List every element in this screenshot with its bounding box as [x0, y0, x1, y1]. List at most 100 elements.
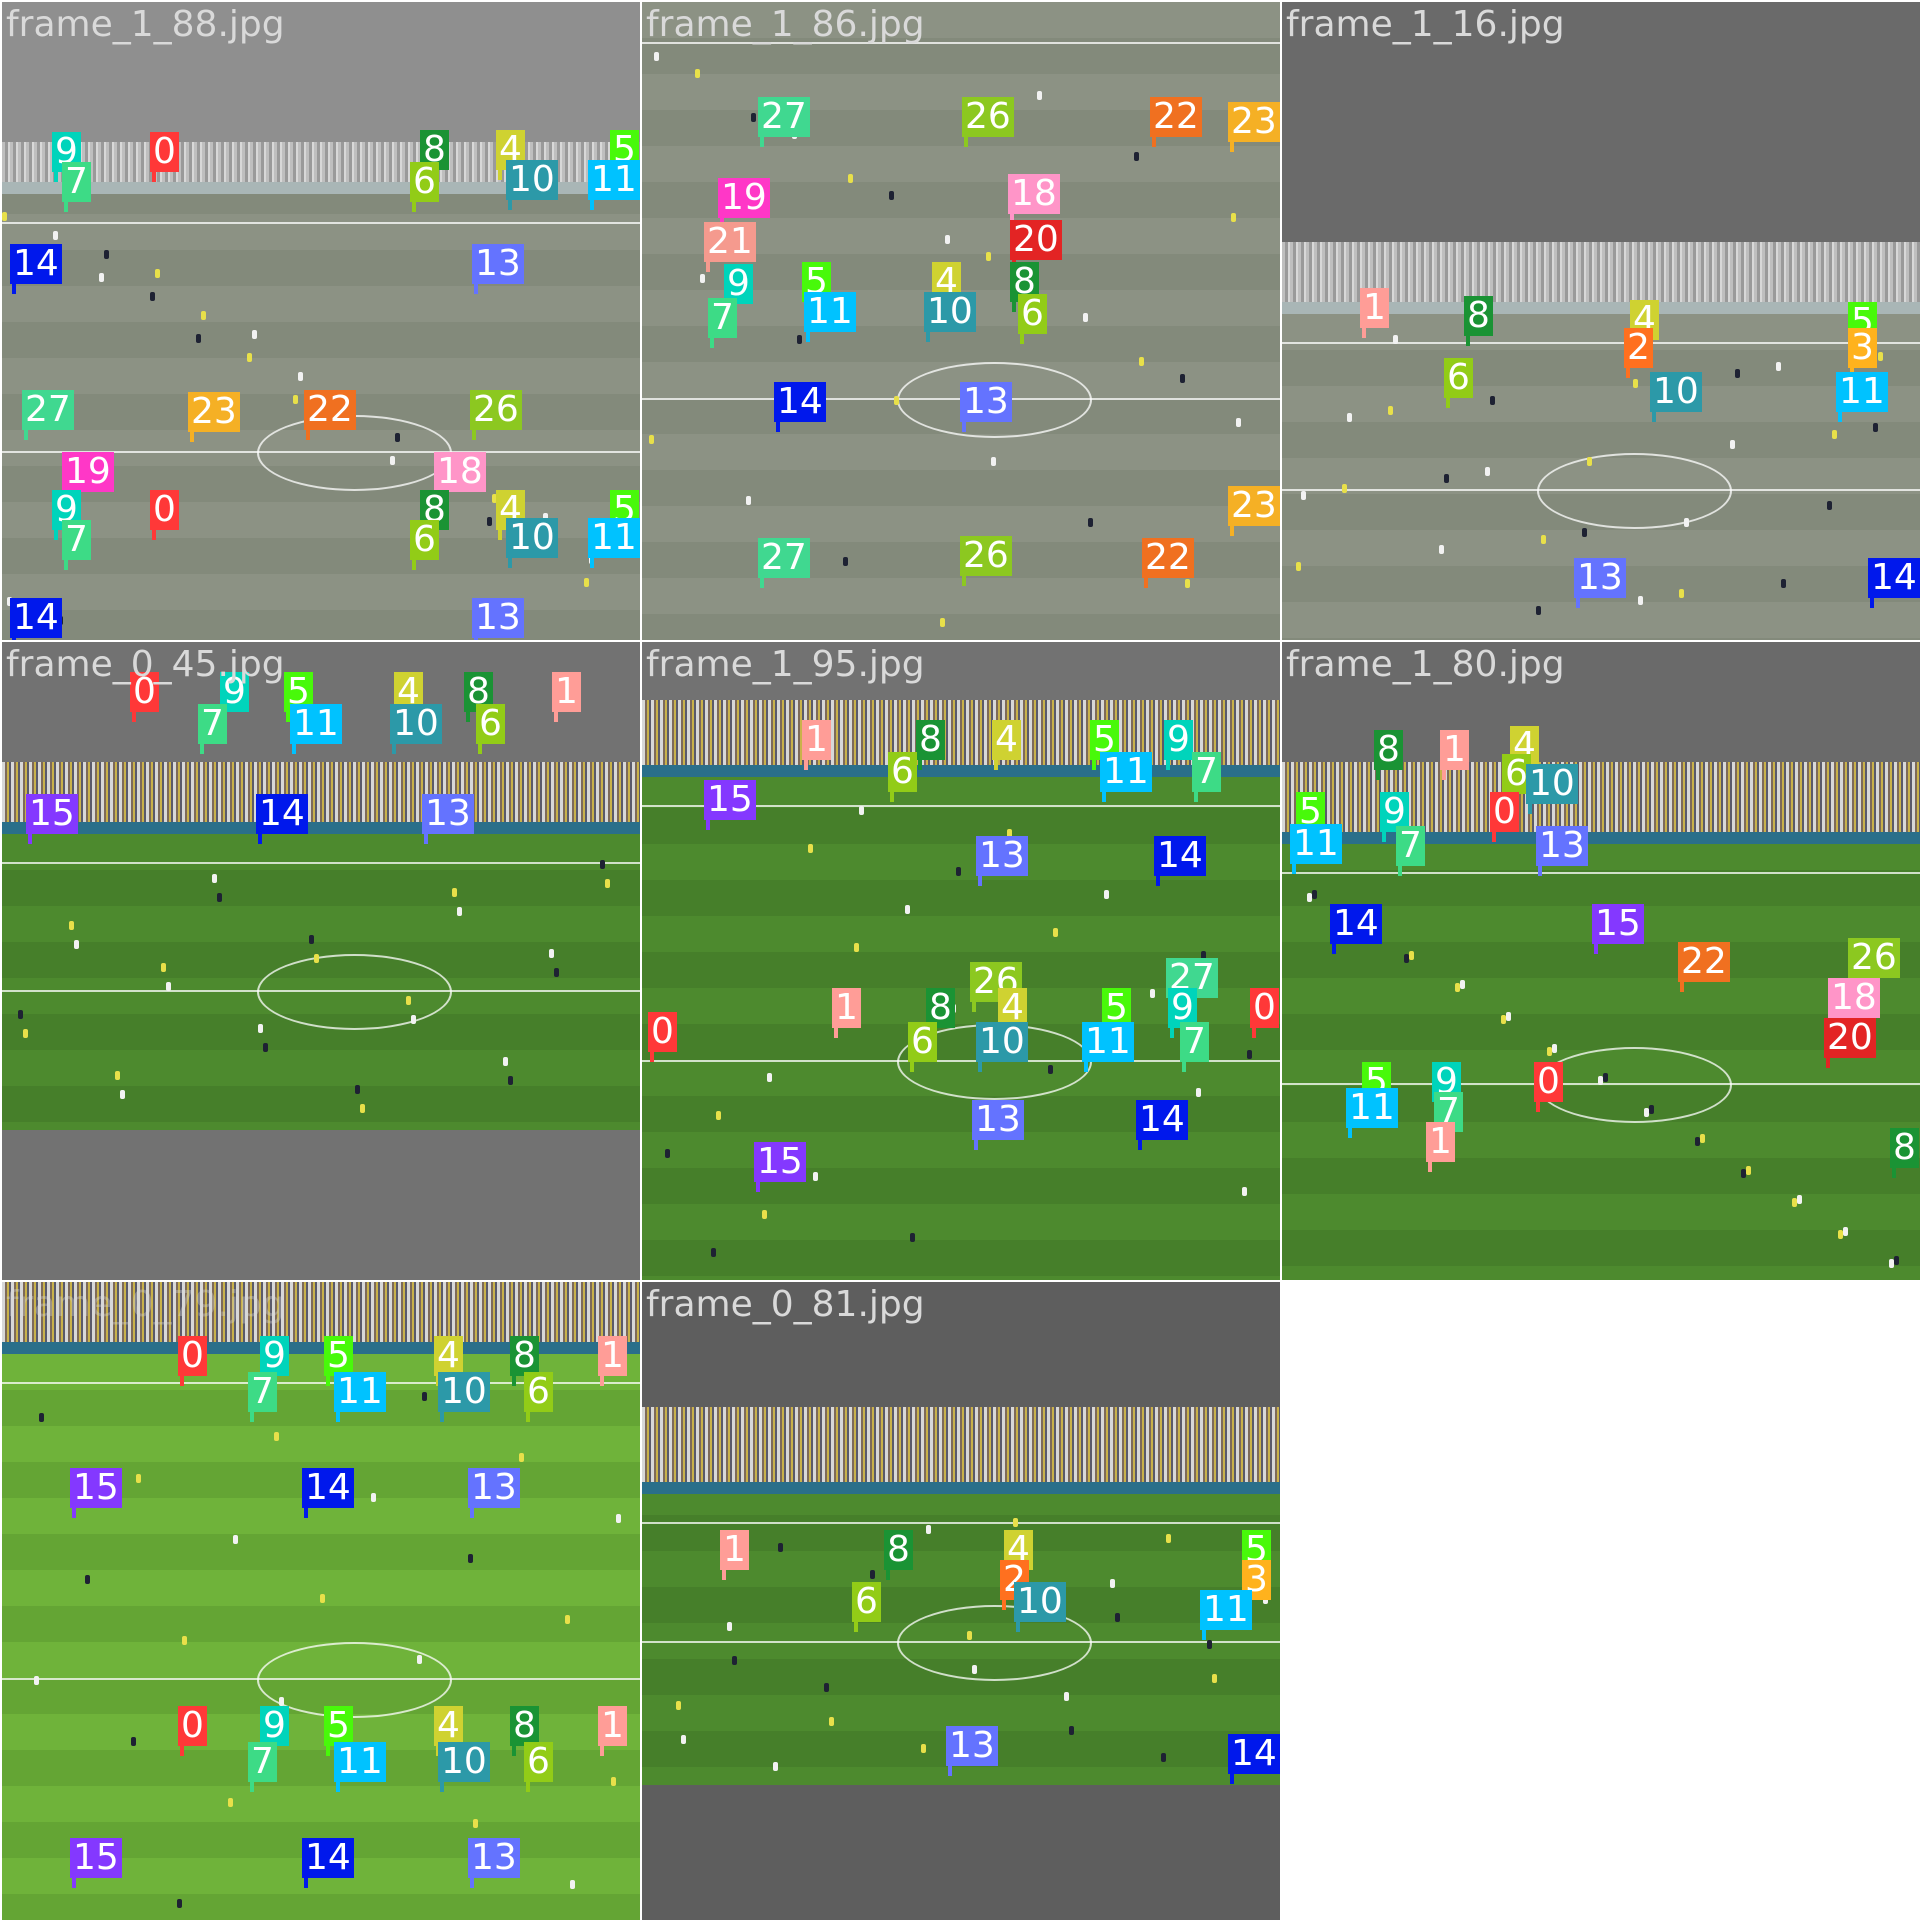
- detection-label: 14: [1154, 836, 1206, 886]
- detection-label: 13: [946, 1726, 998, 1776]
- player-figure: [773, 1762, 778, 1771]
- detection-label: 14: [1136, 1100, 1188, 1150]
- player-figure: [1684, 518, 1689, 527]
- stadium-crowd: [2, 762, 640, 822]
- detection-label: 10: [438, 1372, 490, 1422]
- detection-label: 9: [1380, 792, 1409, 842]
- detection-label: 1: [598, 1706, 627, 1756]
- detection-label: 7: [62, 162, 91, 212]
- detection-label: 14: [1868, 558, 1920, 608]
- player-figure: [700, 274, 705, 283]
- player-figure: [1115, 1613, 1120, 1622]
- player-figure: [746, 496, 751, 505]
- player-figure: [1485, 467, 1490, 476]
- detection-label: 14: [1330, 904, 1382, 954]
- player-figure: [1679, 589, 1684, 598]
- player-figure: [778, 1543, 783, 1552]
- detection-label: 15: [754, 1142, 806, 1192]
- detection-label: 10: [506, 518, 558, 568]
- player-figure: [473, 1819, 478, 1828]
- pitch-photo: [2, 762, 640, 1130]
- detection-label: 8: [916, 720, 945, 770]
- player-figure: [258, 1024, 263, 1033]
- detection-label: 6: [410, 162, 439, 212]
- player-figure: [732, 1656, 737, 1665]
- detection-label: 7: [1180, 1022, 1209, 1072]
- player-figure: [212, 874, 217, 883]
- detection-label: 11: [804, 292, 856, 342]
- detection-label: 6: [524, 1742, 553, 1792]
- tile-filename: frame_1_86.jpg: [646, 4, 925, 45]
- stadium-crowd: [642, 1407, 1280, 1482]
- player-figure: [905, 905, 910, 914]
- mosaic-tile: frame_1_16.jpg 1 8 4 2 5 3 6 10 11 13 14: [1282, 2, 1920, 640]
- player-figure: [468, 1554, 473, 1563]
- player-figure: [1873, 423, 1878, 432]
- player-figure: [767, 1073, 772, 1082]
- stadium-crowd: [2, 1282, 640, 1342]
- center-circle: [257, 1642, 452, 1718]
- detection-label: 13: [1574, 558, 1626, 608]
- detection-label: 13: [468, 1838, 520, 1888]
- player-figure: [797, 335, 802, 344]
- pitch-line: [642, 1522, 1280, 1524]
- player-figure: [1064, 1692, 1069, 1701]
- player-figure: [1134, 152, 1139, 161]
- tile-filename: frame_0_79.jpg: [6, 1284, 285, 1325]
- player-figure: [649, 435, 654, 444]
- player-figure: [252, 330, 257, 339]
- center-circle: [1537, 1047, 1732, 1123]
- player-figure: [1236, 418, 1241, 427]
- player-figure: [217, 893, 222, 902]
- player-figure: [1781, 579, 1786, 588]
- detection-label: 6: [852, 1582, 881, 1632]
- detection-label: 10: [1650, 372, 1702, 422]
- detection-label: 18: [1828, 978, 1880, 1028]
- player-figure: [854, 943, 859, 952]
- detection-label: 6: [888, 752, 917, 802]
- detection-label: 10: [924, 292, 976, 342]
- player-figure: [1196, 1088, 1201, 1097]
- player-figure: [1247, 1050, 1252, 1059]
- player-figure: [18, 1010, 23, 1019]
- player-figure: [1843, 1227, 1848, 1236]
- player-figure: [611, 1777, 616, 1786]
- player-figure: [1161, 1753, 1166, 1762]
- detection-label: 15: [70, 1838, 122, 1888]
- player-figure: [870, 1570, 875, 1579]
- player-figure: [716, 1111, 721, 1120]
- detection-label: 14: [774, 382, 826, 432]
- detection-label: 11: [1200, 1590, 1252, 1640]
- detection-label: 15: [26, 794, 78, 844]
- mosaic-tile: frame_0_79.jpg 0 9 5 4 8 1 7 11 10 6 15 14 13 0 9 5 4 8 1 7…: [2, 1282, 640, 1920]
- detection-label: 6: [524, 1372, 553, 1422]
- player-figure: [1388, 406, 1393, 415]
- player-figure: [69, 921, 74, 930]
- player-figure: [824, 1683, 829, 1692]
- detection-label: 8: [510, 1336, 539, 1386]
- detection-label: 8: [1464, 296, 1493, 346]
- player-figure: [808, 844, 813, 853]
- detection-label: 10: [506, 160, 558, 210]
- player-figure: [85, 1575, 90, 1584]
- player-figure: [554, 968, 559, 977]
- player-figure: [23, 1029, 28, 1038]
- detection-label: 9: [1164, 720, 1193, 770]
- mosaic-tile: frame_1_80.jpg 1 8 4 6 10 5 9 0 11 7 13 14 15 22 26 18 2…: [1282, 642, 1920, 1280]
- detection-label: 13: [976, 836, 1028, 886]
- player-figure: [233, 1535, 238, 1544]
- detection-label: 1: [1440, 730, 1469, 780]
- player-figure: [829, 1717, 834, 1726]
- player-figure: [422, 1392, 427, 1401]
- player-figure: [665, 1149, 670, 1158]
- player-figure: [309, 935, 314, 944]
- player-figure: [39, 1413, 44, 1422]
- player-figure: [986, 252, 991, 261]
- player-figure: [654, 52, 659, 61]
- detection-label: 26: [962, 97, 1014, 147]
- detection-label: 26: [1848, 938, 1900, 988]
- detection-label: 10: [976, 1022, 1028, 1072]
- player-figure: [320, 1594, 325, 1603]
- player-figure: [1231, 213, 1236, 222]
- advertising-board: [1282, 302, 1920, 314]
